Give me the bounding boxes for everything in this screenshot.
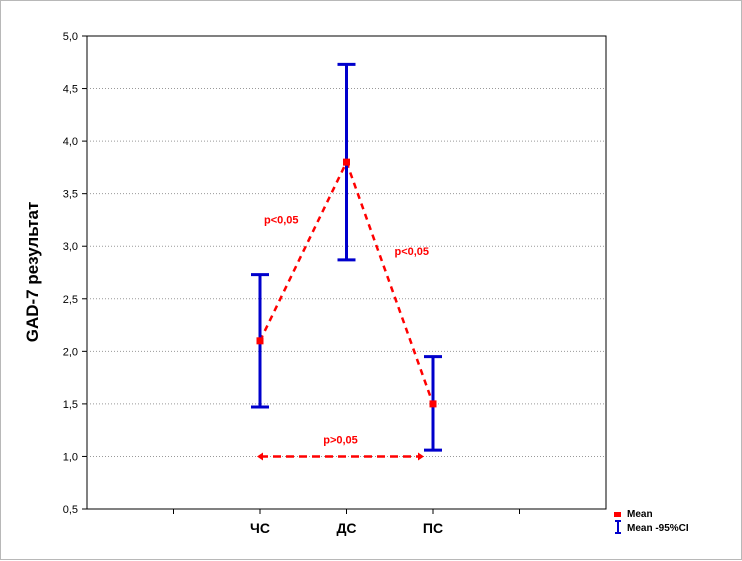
mean-connectors bbox=[258, 161, 435, 405]
mean-connector-line bbox=[345, 161, 435, 405]
y-tick-label: 3,5 bbox=[63, 189, 78, 201]
y-tick-label: 4,0 bbox=[63, 136, 78, 148]
mean-point bbox=[429, 400, 437, 408]
y-axis-label: GAD-7 результат bbox=[23, 202, 42, 343]
x-category-label: ЧС bbox=[250, 520, 270, 536]
mean-point bbox=[256, 337, 264, 345]
x-category-label: ПС bbox=[423, 520, 443, 536]
legend-mean-marker bbox=[614, 512, 621, 517]
y-tick-label: 2,0 bbox=[63, 346, 78, 358]
y-tick-label: 5,0 bbox=[63, 31, 78, 43]
annotation-label: p<0,05 bbox=[394, 246, 429, 258]
annotation-label: p<0,05 bbox=[264, 214, 299, 226]
y-tick-label: 4,5 bbox=[63, 84, 78, 96]
y-axis-ticks: 0,5 1,0 1,5 2,0 2,5 3,0 3,5 4,0 4,5 5,0 bbox=[63, 31, 87, 516]
legend-ci-label: Mean -95%CI bbox=[627, 523, 689, 534]
legend-ci-icon bbox=[615, 520, 621, 534]
annotation-label: p>0,05 bbox=[323, 434, 358, 446]
mean-point bbox=[343, 158, 350, 166]
x-axis-categories: ЧС ДС ПС bbox=[250, 520, 443, 536]
comparison-arrow-left bbox=[257, 452, 263, 461]
legend-mean-label: Mean bbox=[627, 509, 653, 520]
x-category-label: ДС bbox=[336, 520, 356, 536]
significance-annotations: p<0,05 p<0,05 p>0,05 bbox=[257, 214, 429, 461]
comparison-arrow-right bbox=[418, 452, 424, 461]
grid-lines bbox=[87, 88, 606, 514]
y-tick-label: 1,0 bbox=[63, 451, 78, 463]
y-tick-label: 3,0 bbox=[63, 241, 78, 253]
y-tick-label: 0,5 bbox=[63, 504, 78, 516]
y-tick-label: 1,5 bbox=[63, 399, 78, 411]
legend: Mean Mean -95%CI bbox=[614, 509, 689, 534]
mean-connector-line bbox=[258, 161, 348, 342]
mean-points bbox=[256, 158, 437, 408]
y-tick-label: 2,5 bbox=[63, 294, 78, 306]
